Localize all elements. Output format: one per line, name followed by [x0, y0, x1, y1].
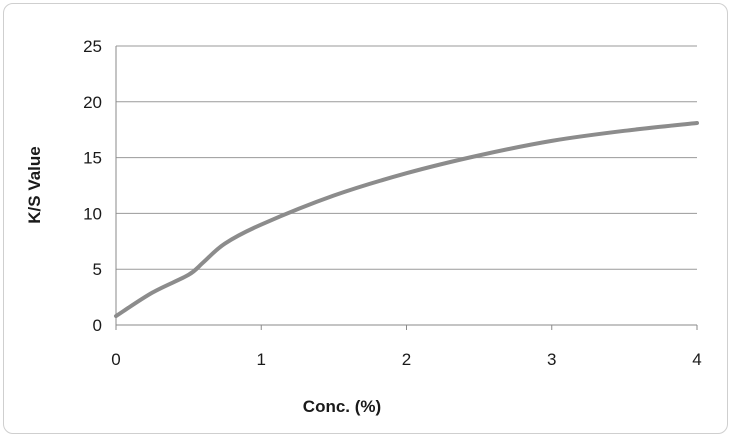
- chart-frame: [3, 3, 728, 434]
- y-tick-label: 20: [83, 93, 102, 112]
- y-tick-label: 25: [83, 37, 102, 56]
- y-axis-title: K/S Value: [25, 146, 44, 223]
- series-group: [114, 121, 699, 319]
- axes: [115, 46, 697, 326]
- y-tick-label: 0: [93, 316, 102, 335]
- x-tick-label: 0: [111, 350, 120, 369]
- y-tick-label: 10: [83, 204, 102, 223]
- series-line-0: [114, 121, 699, 319]
- y-tick-label: 15: [83, 149, 102, 168]
- x-tick-labels: 0 1 2 3 4: [111, 325, 702, 369]
- x-tick-label: 1: [257, 350, 266, 369]
- x-tick-label: 2: [402, 350, 411, 369]
- gridlines: [116, 45, 697, 270]
- x-axis-title: Conc. (%): [303, 397, 381, 416]
- y-tick-labels: 0 5 10 15 20 25: [83, 37, 102, 335]
- y-tick-label: 5: [93, 260, 102, 279]
- x-tick-label: 3: [547, 350, 556, 369]
- x-tick-label: 4: [692, 350, 701, 369]
